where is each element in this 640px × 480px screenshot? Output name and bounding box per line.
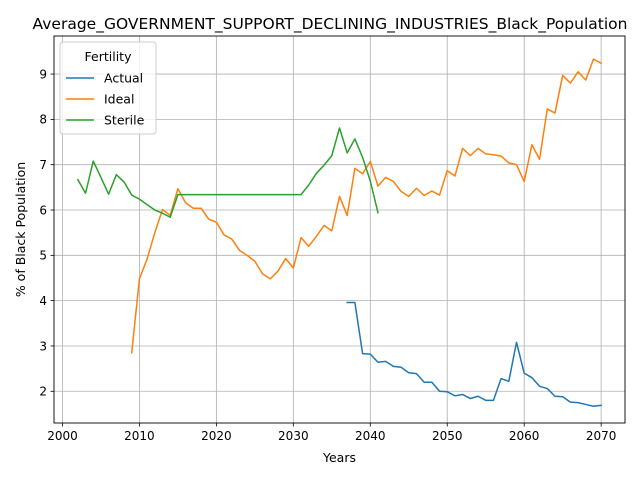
- y-tick-label: 4: [39, 294, 47, 308]
- series-line-sterile: [76, 127, 379, 219]
- y-tick-label: 8: [39, 113, 47, 127]
- legend-title: Fertility: [85, 49, 133, 64]
- chart-title: Average_GOVERNMENT_SUPPORT_DECLINING_IND…: [33, 15, 628, 34]
- x-tick-label: 2000: [47, 429, 78, 443]
- x-tick-label: 2040: [355, 429, 386, 443]
- y-tick-label: 2: [39, 385, 47, 399]
- grid: [54, 36, 625, 423]
- legend-label-actual: Actual: [104, 71, 143, 86]
- x-tick-label: 2020: [201, 429, 232, 443]
- x-tick-label: 2070: [586, 429, 617, 443]
- axis-ticks: 2000 2010 2020 2030 2040 2050 2060 2070 2 3 4 5 6 7 8 9: [39, 67, 616, 443]
- y-tick-label: 3: [39, 339, 47, 353]
- series-line-actual: [346, 301, 602, 407]
- y-tick-label: 7: [39, 158, 47, 172]
- x-tick-label: 2060: [509, 429, 540, 443]
- y-tick-label: 9: [39, 67, 47, 81]
- x-tick-label: 2030: [278, 429, 309, 443]
- x-tick-label: 2050: [432, 429, 463, 443]
- legend-box: [59, 41, 157, 135]
- y-tick-label: 6: [39, 203, 47, 217]
- legend: Fertility Actual Ideal Sterile: [59, 41, 157, 135]
- legend-label-sterile: Sterile: [104, 113, 145, 128]
- legend-label-ideal: Ideal: [104, 92, 134, 107]
- x-tick-label: 2010: [124, 429, 155, 443]
- x-axis-label: Years: [322, 450, 356, 465]
- plot-frame: [53, 35, 626, 424]
- y-tick-label: 5: [39, 249, 47, 263]
- series-layer: [76, 58, 603, 407]
- series-line-ideal: [130, 58, 603, 354]
- y-axis-label: % of Black Population: [13, 162, 28, 297]
